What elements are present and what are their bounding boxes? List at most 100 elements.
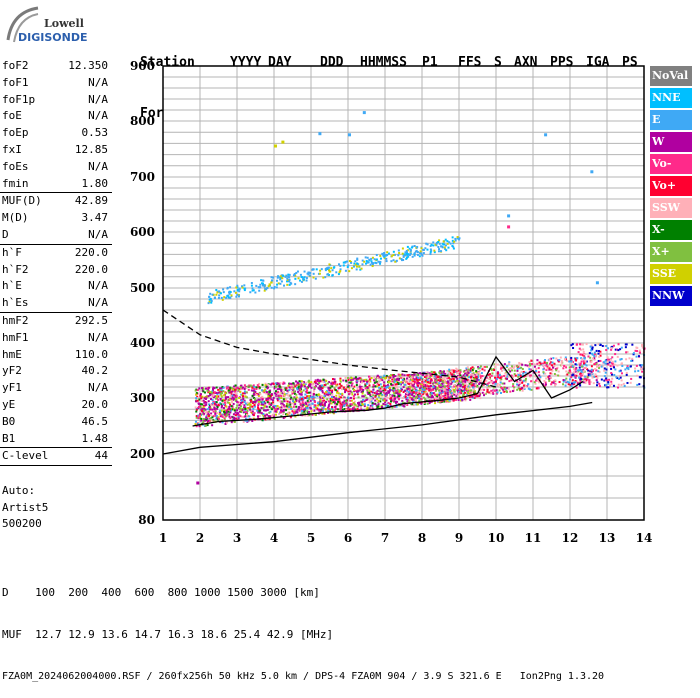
echo-point [365,399,368,402]
echo-point [276,382,279,385]
echo-point [268,394,271,397]
echo-point [406,392,409,395]
echo-point [466,393,469,396]
echo-point [276,397,279,400]
echo-point [261,398,264,401]
echo-point [317,393,320,396]
echo-point [481,385,484,388]
echo-point [207,386,210,389]
echo-point [459,395,462,398]
echo-point [204,418,207,421]
echo-point [299,393,302,396]
echo-point [306,410,309,413]
echo-point [498,374,501,377]
echo-point [589,345,592,348]
echo-point [448,368,451,371]
echo-point [236,418,239,421]
echo-point [457,383,460,386]
echo-point [259,283,262,286]
echo-point [641,366,644,369]
echo-point [293,272,296,275]
echo-point [584,379,587,382]
echo-point [227,296,230,299]
echo-point [394,383,397,386]
echo-point [351,393,354,396]
echo-point [410,391,413,394]
echo-point [568,366,571,369]
echo-point [505,371,508,374]
param-separator [0,447,112,449]
echo-point [604,359,607,362]
echo-point [332,409,335,412]
echo-point [198,398,201,401]
echo-point [482,383,485,386]
echo-point [504,372,507,375]
echo-point [392,387,395,390]
echo-point [591,353,594,356]
echo-point [548,367,551,370]
echo-point [252,400,255,403]
echo-point [379,392,382,395]
echo-point [456,236,459,239]
echo-point [257,394,260,397]
echo-point [360,381,363,384]
echo-point [448,387,451,390]
echo-point [430,386,433,389]
echo-point [360,403,363,406]
echo-point [610,382,613,385]
echo-point [503,363,506,366]
echo-point [388,380,391,383]
echo-point [293,410,296,413]
echo-point [244,411,247,414]
echo-point [234,394,237,397]
echo-point [524,379,527,382]
echo-point [292,405,295,408]
param-name: foE [2,109,22,123]
echo-point [575,374,578,377]
echo-point [468,382,471,385]
echo-point [243,404,246,407]
echo-point [590,344,593,347]
echo-point [368,384,371,387]
echo-point [629,381,632,384]
echo-point [291,392,294,395]
echo-point [608,361,611,364]
echo-point [222,386,225,389]
echo-point [236,284,239,287]
echo-point [252,393,255,396]
echo-point [220,387,223,390]
echo-point [234,384,237,387]
echo-point [538,374,541,377]
echo-point [325,393,328,396]
echo-point [530,363,533,366]
echo-point [528,388,531,391]
echo-point [599,352,602,355]
echo-point [301,401,304,404]
echo-point [363,405,366,408]
echo-point [305,381,308,384]
echo-point [584,378,587,381]
echo-point [428,376,431,379]
echo-point [204,424,207,427]
echo-point [368,401,371,404]
echo-point [235,394,238,397]
echo-point [306,272,309,275]
param-row: M(D) 3.47 [0,210,112,227]
echo-point [366,398,369,401]
echo-point [585,364,588,367]
echo-point [627,367,630,370]
echo-point [408,399,411,402]
echo-point [406,254,409,257]
echo-point [333,378,336,381]
echo-point [539,376,542,379]
echo-point [441,378,444,381]
echo-point [211,293,214,296]
echo-point [366,381,369,384]
echo-point [270,383,273,386]
echo-point [386,386,389,389]
echo-point [401,388,404,391]
echo-point [242,397,245,400]
echo-point [526,374,529,377]
echo-point [571,372,574,375]
echo-point [613,366,616,369]
